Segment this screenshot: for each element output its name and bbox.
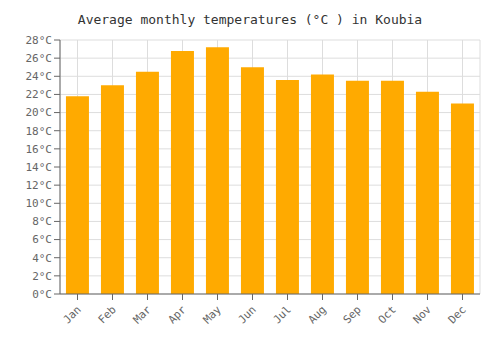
svg-text:6°C: 6°C (32, 233, 52, 246)
svg-text:Dec: Dec (446, 303, 469, 326)
svg-text:16°C: 16°C (26, 143, 53, 156)
svg-text:18°C: 18°C (26, 125, 53, 138)
svg-text:14°C: 14°C (26, 161, 53, 174)
svg-text:Sep: Sep (341, 303, 364, 326)
svg-text:8°C: 8°C (32, 215, 52, 228)
svg-text:24°C: 24°C (26, 70, 53, 83)
svg-text:May: May (201, 303, 225, 327)
svg-text:Jul: Jul (271, 303, 294, 326)
svg-text:2°C: 2°C (32, 270, 52, 283)
svg-text:4°C: 4°C (32, 252, 52, 265)
svg-text:22°C: 22°C (26, 88, 53, 101)
svg-text:20°C: 20°C (26, 106, 53, 119)
svg-text:Feb: Feb (96, 303, 119, 326)
svg-text:0°C: 0°C (32, 288, 52, 301)
svg-text:Apr: Apr (166, 303, 190, 327)
svg-text:10°C: 10°C (26, 197, 53, 210)
svg-text:Jun: Jun (236, 303, 259, 326)
svg-text:28°C: 28°C (26, 34, 53, 47)
svg-text:Nov: Nov (411, 303, 435, 327)
svg-text:26°C: 26°C (26, 52, 53, 65)
svg-text:12°C: 12°C (26, 179, 53, 192)
html-text:Average monthly temperatures (: Average monthly temperatures (°C ) in Ko… (77, 12, 423, 27)
svg-text:Jan: Jan (61, 303, 84, 326)
svg-text:Mar: Mar (131, 303, 155, 327)
svg-text:Oct: Oct (376, 303, 399, 326)
svg-text:Aug: Aug (306, 303, 329, 326)
